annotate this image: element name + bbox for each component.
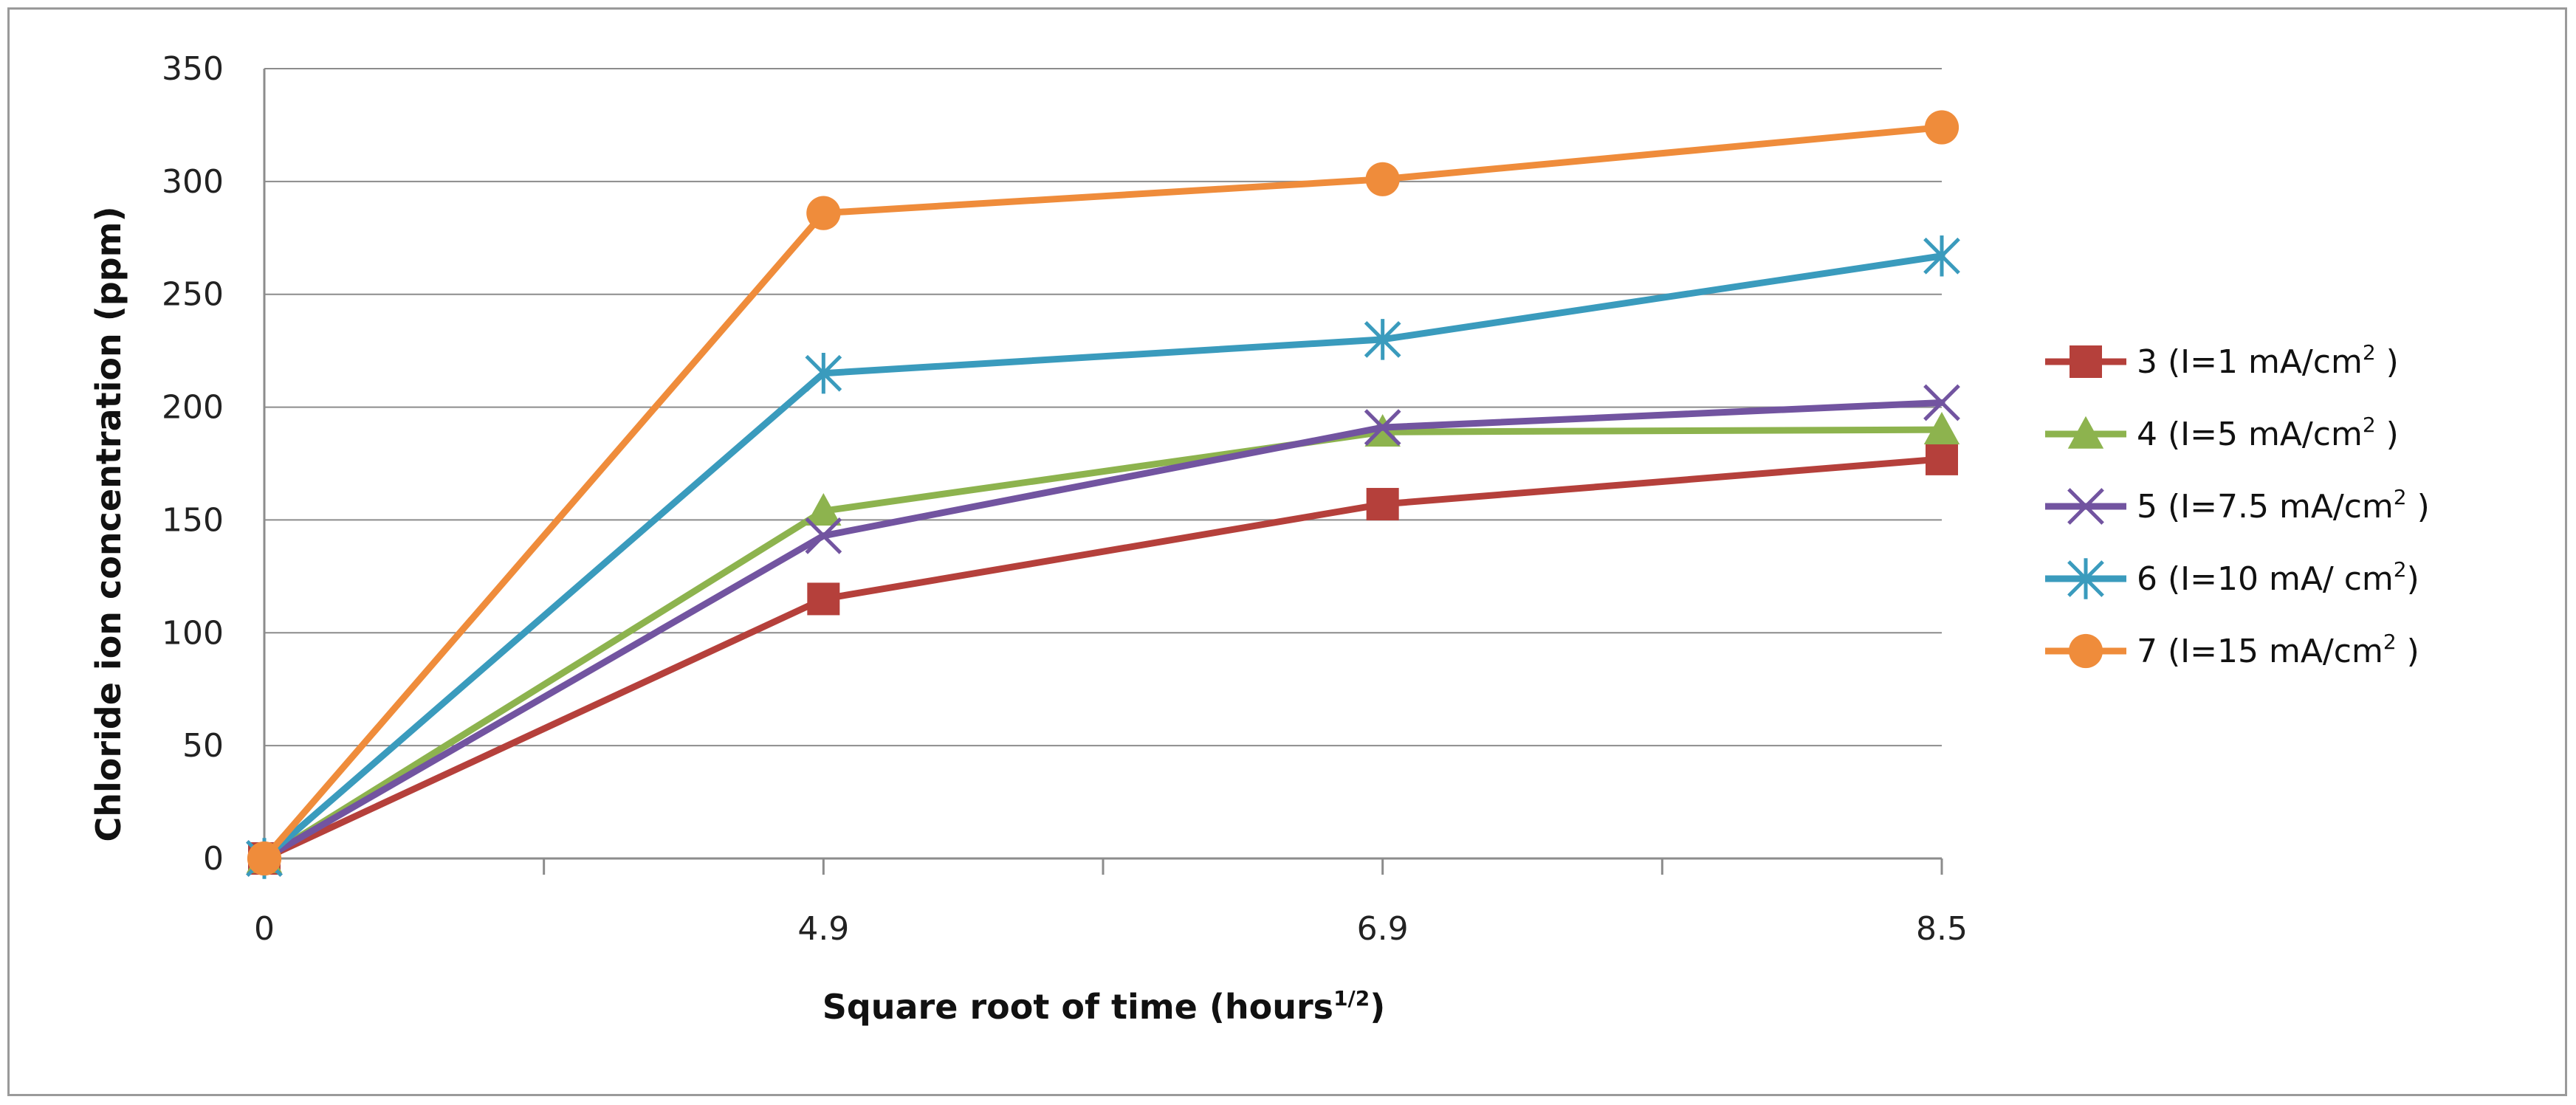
y-tick-label: 250 (162, 276, 224, 314)
data-point-series-2-4.9 (806, 493, 842, 526)
axis-labels: Chloride ion concentration (ppm) Square … (89, 206, 1385, 1027)
series-lines (246, 110, 1960, 879)
x-point-stroke (1364, 409, 1401, 446)
circle-point (2068, 633, 2103, 669)
legend-label: 7 (I=15 mA/cm2 ) (2137, 630, 2419, 670)
data-point-series-2-8.5 (1923, 411, 1960, 444)
y-tick-label: 200 (162, 389, 224, 427)
legend-item-3: 5 (I=7.5 mA/cm2 ) (2045, 485, 2430, 526)
x-tick-label: 8.5 (1916, 910, 1968, 948)
square-point (807, 582, 840, 616)
data-point-series-4-4.9 (805, 352, 842, 394)
data-point-series-5-4.9 (806, 196, 841, 230)
square-point (1926, 442, 1958, 475)
x-axis-title-suffix: ) (1370, 987, 1385, 1027)
series-line-1 (261, 455, 1945, 862)
x-point-stroke (805, 517, 842, 554)
legend-item-5: 7 (I=15 mA/cm2 ) (2045, 630, 2419, 670)
x-marker (2067, 488, 2104, 525)
triangle-point (806, 493, 842, 526)
data-point-series-5-0 (247, 841, 282, 876)
data-point-series-5-6.9 (1365, 162, 1400, 196)
x-tick-label: 0 (254, 910, 275, 948)
gridlines (264, 68, 1942, 747)
legend-label: 6 (I=10 mA/ cm2) (2137, 557, 2419, 598)
y-tick-label: 300 (162, 163, 224, 201)
x-tick-label: 4.9 (797, 910, 849, 948)
data-point-series-1-4.9 (807, 582, 840, 616)
y-tick-label: 50 (182, 727, 224, 765)
y-tick-label: 0 (203, 840, 224, 878)
x-axis-title-sup: 1/2 (1333, 986, 1370, 1011)
x-point-stroke (2067, 488, 2104, 525)
legend: 3 (I=1 mA/cm2 ) 4 (I=5 mA/cm2 ) 5 (I=7.5 m… (2045, 340, 2430, 670)
y-tick-label: 150 (162, 501, 224, 539)
triangle-point (1923, 411, 1960, 444)
legend-label: 4 (I=5 mA/cm2 ) (2137, 413, 2399, 453)
data-point-series-4-8.5 (1923, 235, 1960, 277)
legend-item-1: 3 (I=1 mA/cm2 ) (2045, 340, 2399, 381)
legend-label: 3 (I=1 mA/cm2 ) (2137, 340, 2399, 381)
legend-item-4: 6 (I=10 mA/ cm2) (2045, 557, 2419, 599)
data-point-series-3-4.9 (805, 517, 842, 554)
x-axis-title-text: Square root of time (hours (822, 987, 1333, 1027)
data-point-series-3-8.5 (1923, 384, 1960, 421)
circle-point (247, 841, 282, 876)
data-point-series-4-6.9 (1364, 319, 1401, 360)
legend-label: 5 (I=7.5 mA/cm2 ) (2137, 485, 2430, 526)
square-marker (2070, 345, 2102, 378)
x-tick-label: 6.9 (1357, 910, 1409, 948)
data-point-series-3-6.9 (1364, 409, 1401, 446)
series-line-5 (261, 123, 1945, 862)
chart-frame (7, 7, 2567, 1096)
data-point-series-1-8.5 (1926, 442, 1958, 475)
data-point-series-5-8.5 (1924, 110, 1960, 145)
x-axis-title: Square root of time (hours1/2) (822, 986, 1386, 1027)
series-line-2 (261, 426, 1945, 862)
square-point (2070, 345, 2102, 378)
series-line-3 (261, 399, 1945, 862)
y-tick-label: 350 (162, 50, 224, 88)
circle-point (1365, 162, 1400, 196)
axes: 0 50 100 150 200 250 300 350 0 4.9 6.9 8.5 (162, 50, 1968, 948)
y-axis-title: Chloride ion concentration (ppm) (89, 206, 128, 841)
series-line-4 (261, 252, 1945, 862)
triangle-marker (2067, 416, 2104, 449)
circle-point (1924, 110, 1960, 145)
legend-item-2: 4 (I=5 mA/cm2 ) (2045, 413, 2399, 453)
x-point-stroke (1923, 384, 1960, 421)
star-marker (2067, 558, 2104, 599)
triangle-point (2067, 416, 2104, 449)
circle-point (806, 196, 841, 230)
circle-marker (2068, 633, 2103, 669)
square-point (1366, 488, 1399, 521)
data-point-series-1-6.9 (1366, 488, 1399, 521)
y-tick-label: 100 (162, 614, 224, 652)
